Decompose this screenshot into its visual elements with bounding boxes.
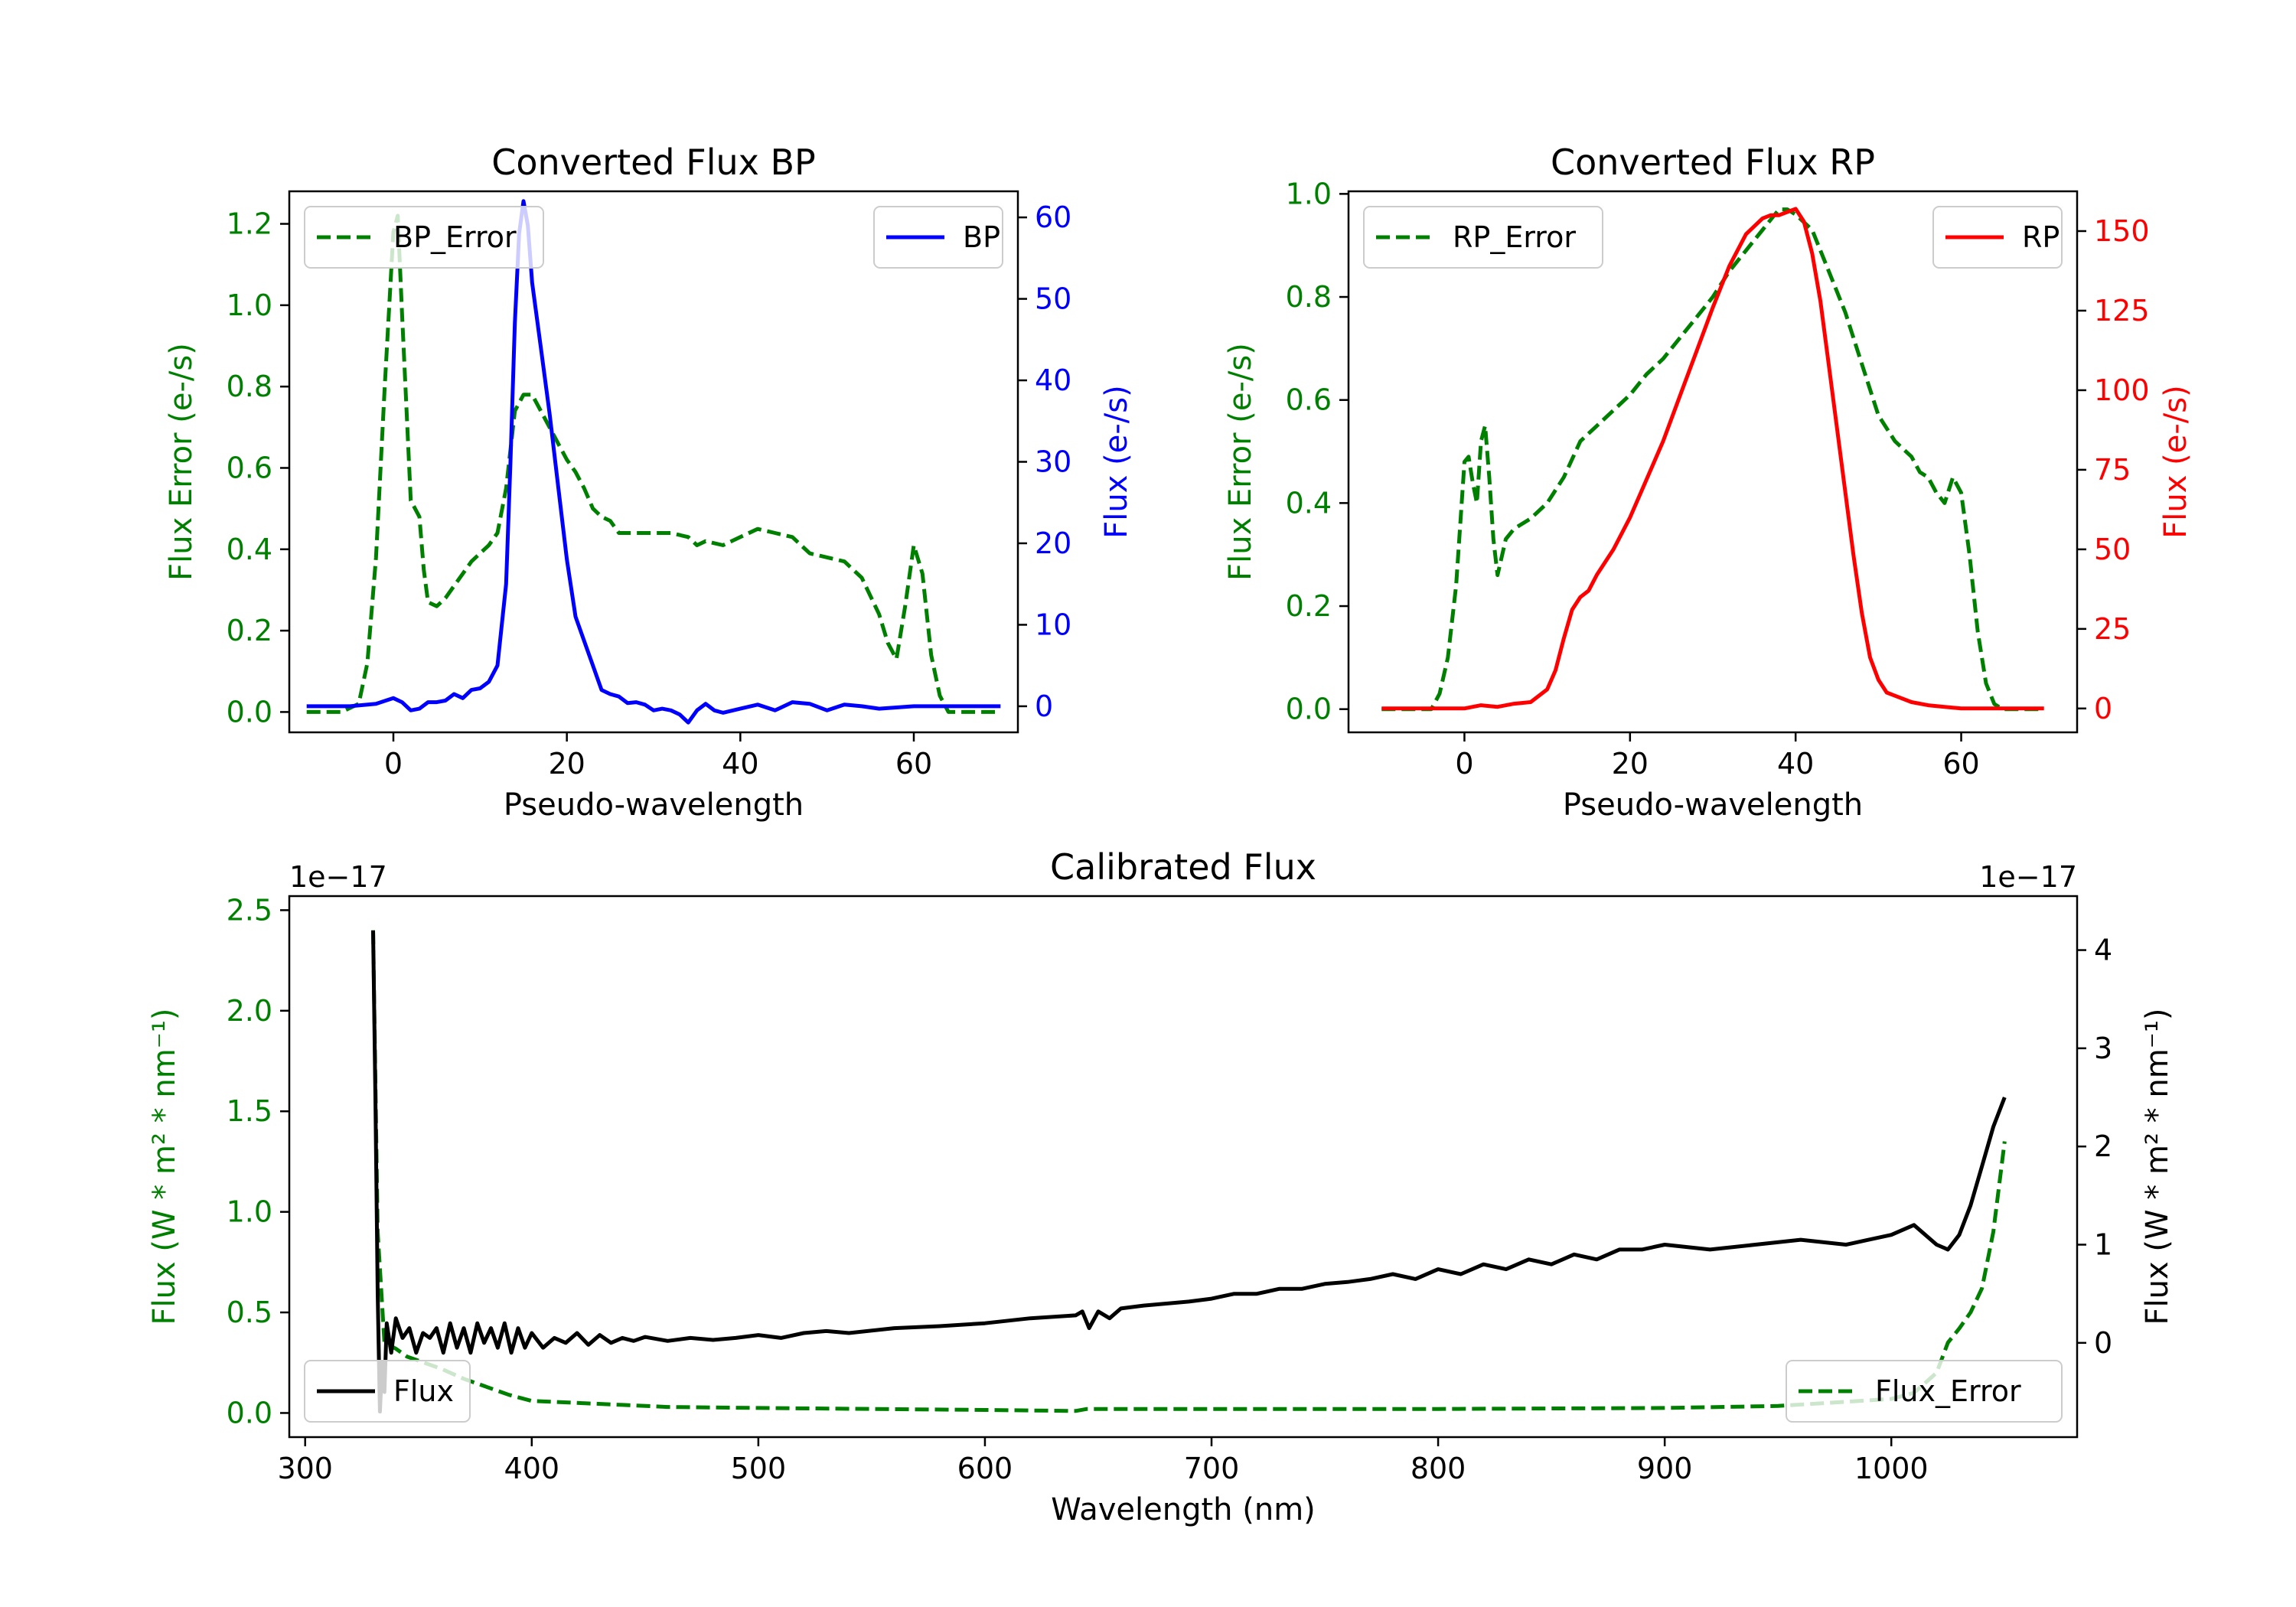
- x-tick-label: 400: [504, 1452, 560, 1485]
- x-tick-label: 700: [1184, 1452, 1240, 1485]
- x-tick-label: 600: [957, 1452, 1013, 1485]
- left-y-tick-label: 0.8: [227, 370, 272, 403]
- series-line-flux-error: [371, 930, 2007, 1413]
- chart-title: Converted Flux BP: [491, 142, 816, 183]
- chart-calibrated: 300 400 500 600 700 800 900 1000 Wavelength (nm)…: [147, 846, 2175, 1527]
- right-y-tick-label: 20: [1035, 526, 1071, 560]
- right-y-tick-label: 1: [2094, 1228, 2112, 1262]
- right-y-tick-label: 0: [2094, 692, 2112, 725]
- x-tick-label: 800: [1411, 1452, 1466, 1485]
- left-offset-text: 1e−17: [289, 860, 387, 894]
- right-y-tick-label: 50: [1035, 282, 1071, 316]
- right-y-tick-label: 75: [2094, 453, 2131, 487]
- right-y-tick-label: 50: [2094, 533, 2131, 566]
- right-y-tick-label: 125: [2094, 294, 2150, 328]
- right-y-tick-label: 3: [2094, 1032, 2112, 1065]
- legend-box: [304, 206, 544, 269]
- right-y-tick-label: 4: [2094, 934, 2112, 967]
- series-line-rp: [1381, 207, 2044, 711]
- left-y-tick-label: 0.8: [1286, 280, 1332, 314]
- left-y-tick-label: 0.2: [227, 614, 272, 647]
- left-y-tick-label: 1.0: [227, 288, 272, 322]
- plot-frame: [288, 895, 2079, 1439]
- left-y-tick-label: 2.0: [227, 994, 272, 1028]
- left-y-tick-label: 2.5: [227, 893, 272, 927]
- x-tick-label: 40: [722, 747, 758, 781]
- right-offset-text: 1e−17: [1979, 860, 2077, 894]
- left-y-tick-label: 0.0: [227, 695, 272, 729]
- x-tick-label: 40: [1777, 747, 1814, 781]
- right-y-tick-label: 25: [2094, 612, 2131, 646]
- x-axis-label: Pseudo-wavelength: [1563, 787, 1863, 823]
- chart-rp: 0 20 40 60 Pseudo-wavelength Converted Flux R…: [1223, 142, 2193, 823]
- series-line-bp-error: [306, 214, 1001, 714]
- right-y-axis-label: Flux (e-/s): [2158, 385, 2193, 538]
- legend-label: Flux_Error: [1875, 1374, 2021, 1408]
- legend-label: RP: [2022, 220, 2060, 254]
- left-y-axis-label: Flux Error (e-/s): [164, 343, 199, 581]
- series-line-flux: [371, 930, 2007, 1414]
- legend-label: RP_Error: [1453, 220, 1576, 254]
- right-y-tick-label: 30: [1035, 445, 1071, 479]
- right-y-tick-label: 2: [2094, 1129, 2112, 1163]
- legend-flux-error: Flux_Error: [1786, 1360, 2063, 1423]
- legend-box: [304, 1360, 471, 1423]
- legend-label: Flux: [393, 1374, 454, 1408]
- legend-flux: Flux: [304, 1360, 471, 1423]
- legend-box: [1786, 1360, 2063, 1423]
- legend-label: BP: [963, 220, 1000, 254]
- x-axis-label: Pseudo-wavelength: [504, 787, 804, 823]
- right-y-axis-label: Flux (W * m² * nm⁻¹): [2140, 1009, 2175, 1325]
- right-y-tick-label: 0: [2094, 1326, 2112, 1360]
- x-tick-label: 0: [1455, 747, 1473, 781]
- right-y-axis-label: Flux (e-/s): [1099, 385, 1134, 538]
- x-tick-label: 60: [895, 747, 932, 781]
- left-y-tick-label: 0.6: [1286, 383, 1332, 417]
- left-y-tick-label: 0.5: [227, 1296, 272, 1329]
- left-y-axis-label: Flux (W * m² * nm⁻¹): [147, 1009, 182, 1325]
- left-y-tick-label: 1.0: [1286, 177, 1332, 210]
- x-tick-label: 20: [1612, 747, 1649, 781]
- series-line-bp: [306, 199, 1001, 725]
- left-y-tick-label: 0.2: [1286, 589, 1332, 623]
- plot-frame: [1347, 190, 2079, 734]
- left-y-tick-label: 1.5: [227, 1094, 272, 1128]
- x-tick-label: 500: [731, 1452, 787, 1485]
- chart-title: Converted Flux RP: [1551, 142, 1875, 183]
- right-y-tick-label: 150: [2094, 214, 2150, 248]
- x-tick-label: 20: [548, 747, 585, 781]
- chart-title: Calibrated Flux: [1050, 846, 1316, 888]
- x-axis-label: Wavelength (nm): [1051, 1492, 1316, 1527]
- left-y-tick-label: 0.4: [1286, 486, 1332, 520]
- legend-rp-error: RP_Error: [1363, 206, 1603, 269]
- chart-bp: 0 20 40 60 Pseudo-wavelength Converted Flux B…: [164, 142, 1134, 823]
- legend-bp-error: BP_Error: [304, 206, 544, 269]
- legend-rp: RP: [1932, 206, 2063, 269]
- legend-bp: BP: [873, 206, 1003, 269]
- right-y-tick-label: 0: [1035, 689, 1053, 723]
- left-y-tick-label: 0.0: [227, 1396, 272, 1429]
- left-y-tick-label: 0.0: [1286, 693, 1332, 726]
- x-tick-label: 1000: [1854, 1452, 1929, 1485]
- right-y-tick-label: 100: [2094, 373, 2150, 407]
- right-y-tick-label: 10: [1035, 608, 1071, 641]
- x-tick-label: 60: [1942, 747, 1979, 781]
- legend-box: [1363, 206, 1603, 269]
- x-tick-label: 900: [1637, 1452, 1693, 1485]
- left-y-tick-label: 1.0: [227, 1195, 272, 1229]
- left-y-tick-label: 0.4: [227, 533, 272, 566]
- left-y-tick-label: 0.6: [227, 451, 272, 484]
- legend-label: BP_Error: [393, 220, 517, 254]
- x-tick-label: 300: [277, 1452, 333, 1485]
- left-y-tick-label: 1.2: [227, 207, 272, 241]
- x-tick-label: 0: [384, 747, 403, 781]
- series-line-rp-error: [1381, 207, 2044, 712]
- left-y-axis-label: Flux Error (e-/s): [1223, 343, 1258, 581]
- right-y-tick-label: 40: [1035, 363, 1071, 397]
- right-y-tick-label: 60: [1035, 200, 1071, 234]
